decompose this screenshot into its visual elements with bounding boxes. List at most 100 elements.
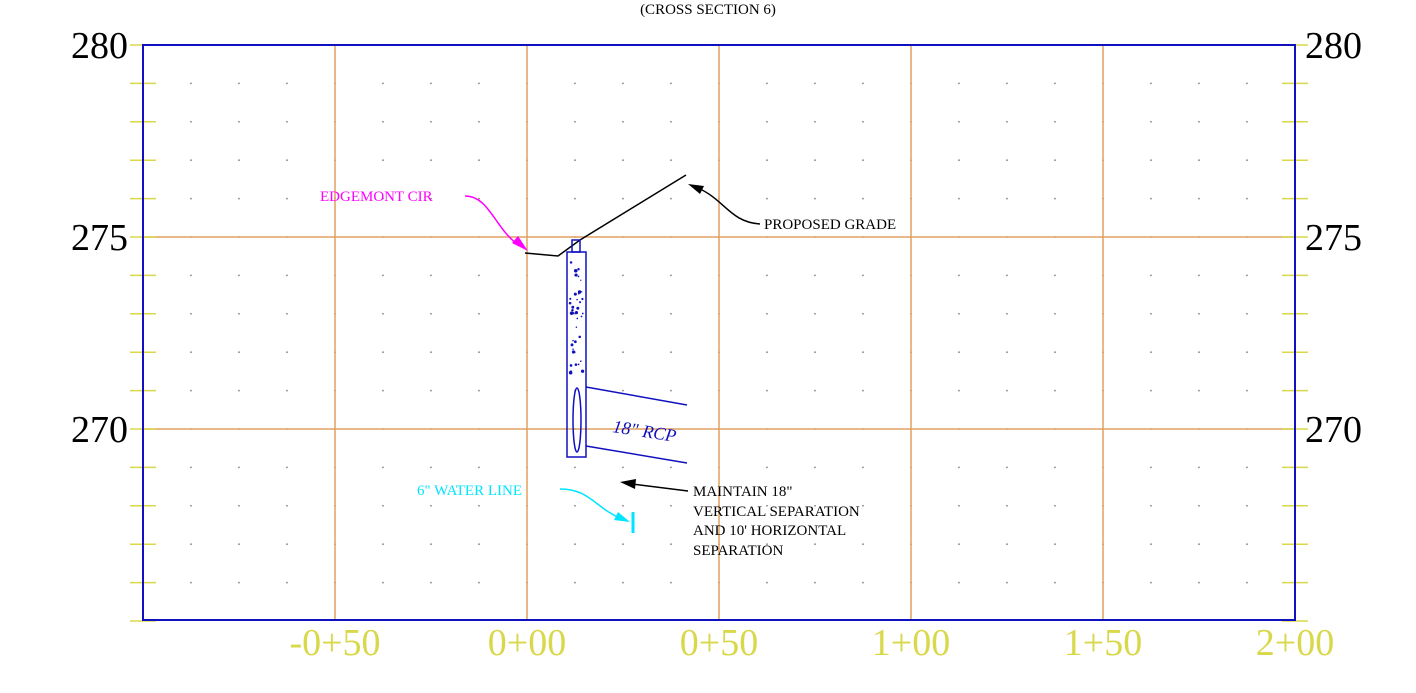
dot	[862, 466, 864, 469]
dot	[238, 197, 240, 200]
dot	[430, 274, 432, 277]
dot	[286, 466, 288, 469]
speck	[574, 273, 578, 277]
dot	[862, 274, 864, 277]
dot	[670, 159, 672, 162]
dot	[1054, 543, 1056, 546]
elevation-label: 275	[71, 217, 128, 259]
dot	[430, 82, 432, 85]
elevation-label: 270	[1305, 409, 1362, 451]
dot	[862, 581, 864, 584]
dot	[1150, 120, 1152, 123]
dot	[478, 159, 480, 162]
dot	[1198, 120, 1200, 123]
dot	[1150, 197, 1152, 200]
speck	[579, 301, 582, 304]
annotation: EDGEMONT CIR	[320, 189, 433, 205]
dot	[622, 504, 624, 507]
dot	[1054, 581, 1056, 584]
dot	[622, 581, 624, 584]
dot	[1006, 197, 1008, 200]
dot	[478, 389, 480, 392]
station-label: -0+50	[289, 622, 380, 664]
elevation-label: 275	[1305, 217, 1362, 259]
speck	[580, 360, 582, 362]
dot	[574, 581, 576, 584]
dot	[862, 504, 864, 507]
dot	[430, 351, 432, 354]
dot	[190, 466, 192, 469]
speck	[570, 370, 572, 373]
dot	[190, 120, 192, 123]
dot	[1150, 274, 1152, 277]
dot	[622, 543, 624, 546]
dot	[286, 159, 288, 162]
dot	[958, 82, 960, 85]
leader	[464, 195, 521, 247]
speck	[581, 297, 584, 301]
dot	[478, 197, 480, 200]
dot	[1006, 159, 1008, 162]
speck	[570, 343, 574, 347]
dot	[478, 312, 480, 315]
pipe-line	[585, 445, 688, 464]
dot	[1054, 466, 1056, 469]
dot	[670, 274, 672, 277]
speck	[573, 292, 577, 296]
dot	[478, 543, 480, 546]
dot	[286, 120, 288, 123]
dot	[238, 82, 240, 85]
dot	[574, 543, 576, 546]
dot	[190, 543, 192, 546]
arrowhead	[614, 512, 630, 522]
speck	[569, 261, 573, 264]
dot	[814, 389, 816, 392]
dot	[958, 581, 960, 584]
dot	[238, 120, 240, 123]
dot	[190, 274, 192, 277]
dot	[430, 159, 432, 162]
dot	[382, 581, 384, 584]
dot	[766, 312, 768, 315]
dot	[1198, 197, 1200, 200]
dot	[862, 120, 864, 123]
dot	[862, 312, 864, 315]
station-label: 2+00	[1256, 622, 1334, 664]
speck	[577, 363, 580, 366]
dot	[1150, 351, 1152, 354]
dot	[1150, 389, 1152, 392]
dot	[862, 389, 864, 392]
dot	[862, 82, 864, 85]
dot	[238, 389, 240, 392]
dot	[382, 504, 384, 507]
speck	[576, 298, 578, 301]
dot	[430, 504, 432, 507]
dot	[190, 504, 192, 507]
dot	[814, 197, 816, 200]
dot	[670, 466, 672, 469]
dot	[478, 351, 480, 354]
dot	[1198, 312, 1200, 315]
speck	[580, 279, 582, 281]
grid	[143, 45, 1295, 620]
dot	[814, 351, 816, 354]
annotation: VERTICAL SEPARATION	[693, 504, 860, 520]
pipe-end	[572, 387, 582, 453]
speck	[576, 306, 580, 310]
dot	[1246, 504, 1248, 507]
dot	[1054, 274, 1056, 277]
dot	[286, 274, 288, 277]
dot	[1006, 82, 1008, 85]
dot	[286, 543, 288, 546]
dot	[190, 159, 192, 162]
dot	[1054, 120, 1056, 123]
dot	[1198, 159, 1200, 162]
speck	[571, 305, 575, 309]
dot	[478, 82, 480, 85]
dot	[862, 543, 864, 546]
leader	[559, 488, 623, 520]
dot	[1198, 274, 1200, 277]
dot	[190, 82, 192, 85]
dot	[382, 120, 384, 123]
dot	[670, 351, 672, 354]
